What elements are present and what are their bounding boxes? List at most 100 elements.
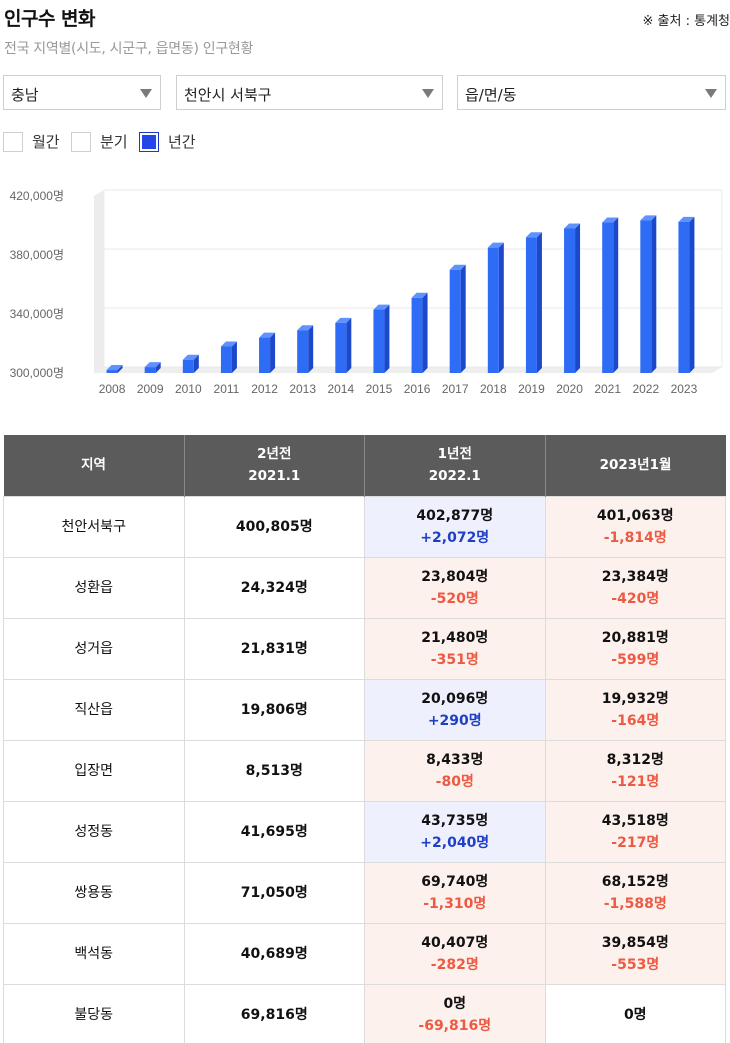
- region-name: 불당동: [74, 1006, 114, 1023]
- value-2022-cell: 402,877명 +2,072명: [364, 495, 546, 558]
- bar-top: [602, 217, 619, 223]
- bar-front: [297, 330, 309, 373]
- bar-front: [411, 297, 423, 373]
- x-tick-label: 2017: [442, 382, 469, 396]
- province-select-value: 충남: [11, 86, 39, 104]
- change-2022: +290명: [427, 712, 482, 729]
- dong-select[interactable]: 읍/면/동: [457, 75, 726, 110]
- bar-side: [689, 216, 695, 373]
- bar-top: [297, 325, 314, 331]
- x-tick-label: 2018: [480, 382, 507, 396]
- bar-2020: [564, 223, 581, 373]
- x-tick-label: 2013: [289, 382, 316, 396]
- bar-2010: [182, 354, 199, 373]
- value-2021: 24,324명: [240, 579, 308, 596]
- bar-2017: [449, 264, 466, 373]
- region-name: 성환읍: [74, 579, 114, 596]
- city-select[interactable]: 천안시 서북구: [176, 75, 443, 110]
- value-2023-cell: 68,152명 -1,588명: [544, 861, 726, 924]
- value-2021-cell: 41,695명: [183, 800, 365, 863]
- value-2023: 20,881명: [601, 629, 669, 646]
- bar-2014: [335, 317, 352, 373]
- region-name: 백석동: [74, 945, 114, 962]
- value-2021: 71,050명: [240, 884, 308, 901]
- bar-2015: [373, 304, 390, 373]
- bar-side: [384, 304, 390, 373]
- value-2021: 21,831명: [240, 640, 308, 657]
- change-2023: -553명: [611, 956, 660, 973]
- period-quarterly-checkbox[interactable]: 분기: [71, 131, 128, 152]
- checkbox-box[interactable]: [3, 131, 23, 152]
- bar-top: [259, 332, 276, 338]
- value-2021: 8,513명: [245, 762, 303, 779]
- value-2022: 0명: [443, 995, 467, 1012]
- bar-top: [220, 341, 237, 347]
- value-2022-cell: 8,433명 -80명: [364, 739, 546, 802]
- change-2022: -1,310명: [423, 895, 487, 912]
- period-monthly-label: 월간: [32, 133, 60, 151]
- bar-front: [335, 322, 347, 373]
- bar-2012: [259, 332, 276, 373]
- period-monthly-checkbox[interactable]: 월간: [3, 131, 60, 152]
- period-yearly-checkbox[interactable]: 년간: [139, 131, 196, 152]
- checkbox-box[interactable]: [71, 131, 91, 152]
- region-cell: 천안서북구: [3, 495, 185, 558]
- region-cell: 불당동: [3, 983, 185, 1043]
- change-2023: -121명: [611, 773, 660, 790]
- bar-side: [231, 341, 237, 373]
- column-header-2021: 2년전 2021.1: [184, 435, 365, 496]
- chart-side-wall: [94, 190, 104, 373]
- region-cell: 성거읍: [3, 617, 185, 680]
- bar-top: [678, 216, 695, 222]
- value-2023-cell: 43,518명 -217명: [544, 800, 726, 863]
- value-2022-cell: 69,740명 -1,310명: [364, 861, 546, 924]
- value-2023-cell: 8,312명 -121명: [544, 739, 726, 802]
- x-tick-label: 2019: [518, 382, 545, 396]
- value-2021-cell: 19,806명: [183, 678, 365, 741]
- region-name: 쌍용동: [74, 884, 114, 901]
- bar-side: [155, 362, 161, 373]
- population-table: 지역 2년전 2021.1 1년전 2022.1 2023년1월 천안서북구 400,…: [3, 435, 726, 1043]
- value-2023: 0명: [623, 1006, 647, 1023]
- value-2023: 19,932명: [601, 690, 669, 707]
- bar-2018: [487, 242, 504, 373]
- page-subtitle: 전국 지역별(시도, 시군구, 읍면동) 인구현황: [4, 41, 254, 57]
- table-row: 입장면 8,513명 8,433명 -80명 8,312명 -121명: [3, 739, 726, 802]
- region-cell: 직산읍: [3, 678, 185, 741]
- bar-front: [678, 221, 690, 373]
- value-2023: 39,854명: [601, 934, 669, 951]
- table-body: 천안서북구 400,805명 402,877명 +2,072명 401,063명 -1,8…: [3, 495, 726, 1043]
- region-cell: 입장면: [3, 739, 185, 802]
- chevron-down-icon: [140, 89, 152, 98]
- province-select[interactable]: 충남: [3, 75, 161, 110]
- change-2022: -69,816명: [418, 1017, 492, 1034]
- bar-front: [182, 359, 194, 373]
- column-header-2023: 2023년1월: [545, 435, 726, 496]
- region-name: 천안서북구: [61, 518, 126, 535]
- checkbox-box[interactable]: [139, 131, 159, 152]
- bar-front: [449, 269, 461, 373]
- bar-top: [144, 362, 161, 368]
- change-2022: -282명: [430, 956, 479, 973]
- value-2023: 43,518명: [601, 812, 669, 829]
- table-row: 천안서북구 400,805명 402,877명 +2,072명 401,063명 -1,8…: [3, 495, 726, 558]
- region-cell: 백석동: [3, 922, 185, 985]
- column-header-2022: 1년전 2022.1: [364, 435, 546, 496]
- bar-top: [449, 264, 466, 270]
- y-tick-label: 300,000명: [10, 366, 64, 380]
- y-axis: 300,000명 340,000명 380,000명 420,000명: [10, 189, 64, 380]
- value-2023: 68,152명: [601, 873, 669, 890]
- period-quarterly-label: 분기: [100, 133, 128, 151]
- value-2021: 40,689명: [240, 945, 308, 962]
- value-2022-cell: 21,480명 -351명: [364, 617, 546, 680]
- page-title: 인구수 변화: [4, 8, 96, 30]
- bar-side: [498, 242, 504, 373]
- value-2021-cell: 69,816명: [183, 983, 365, 1043]
- bar-side: [117, 365, 123, 373]
- value-2023: 23,384명: [601, 568, 669, 585]
- change-2022: -520명: [430, 590, 479, 607]
- bar-side: [422, 292, 428, 373]
- value-2022-cell: 40,407명 -282명: [364, 922, 546, 985]
- bar-2019: [525, 232, 542, 373]
